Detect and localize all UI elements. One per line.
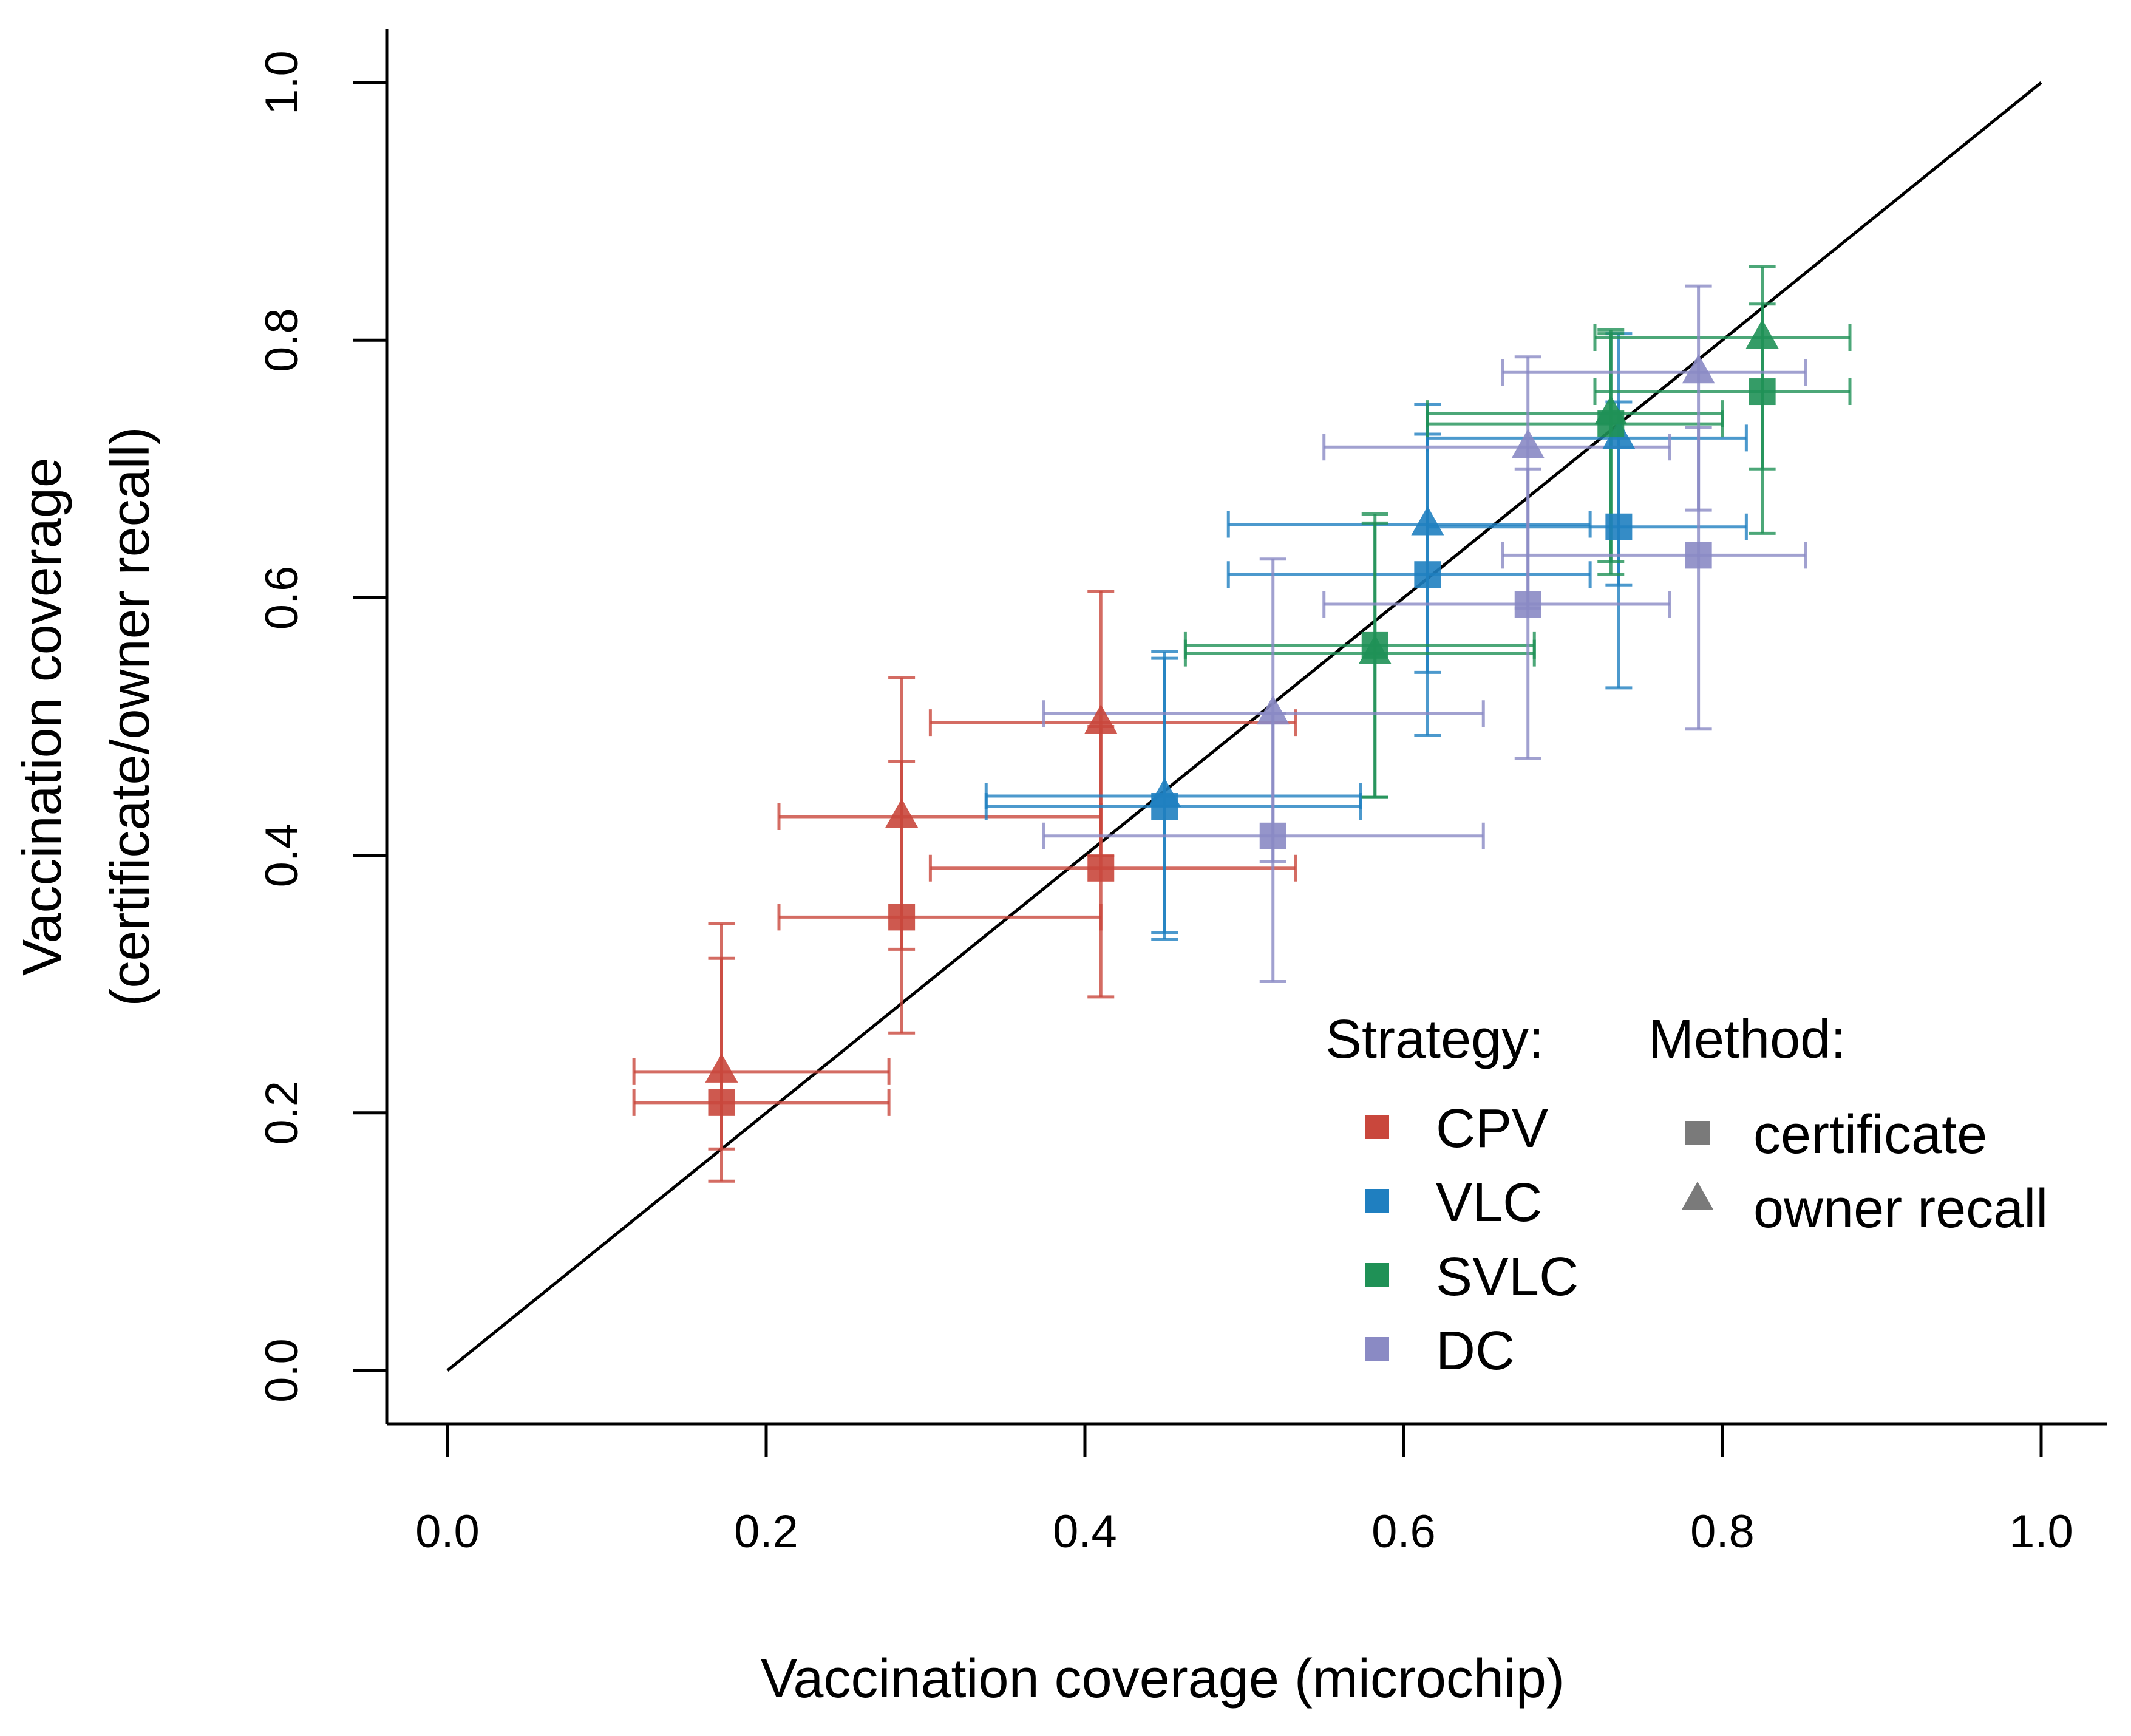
legend-method-title: Method: [1648,1009,1846,1070]
error-bar-dc-23 [1501,284,1807,512]
x-tick-label: 0.0 [415,1506,480,1557]
y-tick-label: 0.8 [256,308,308,372]
y-axis-title-line-2: (certificate/owner recall) [100,426,161,1006]
error-bar-svlc-17 [1593,265,1852,471]
x-tick-label: 0.2 [734,1506,798,1557]
legend-swatch-dc [1365,1337,1389,1361]
marker-cpv-certificate-0 [708,1089,735,1116]
legend-label-dc: DC [1436,1321,1515,1381]
legend-label-certificate: certificate [1753,1105,1987,1165]
legend-swatch-svlc [1365,1263,1389,1287]
error-bar-cpv-1 [632,922,891,1183]
marker-vlc-owner-recall-7 [1148,778,1181,808]
marker-dc-certificate-18 [1259,822,1286,849]
identity-reference-line [446,81,2042,1372]
marker-dc-owner-recall-19 [1256,695,1290,725]
marker-cpv-certificate-4 [1087,854,1115,882]
legend-label-cpv: CPV [1436,1098,1548,1159]
x-axis-title: Vaccination coverage (microchip) [761,1649,1565,1709]
x-tick-label: 0.4 [1053,1506,1117,1557]
legend-swatch-cpv [1365,1115,1389,1139]
legend-swatch-owner-recall [1682,1182,1713,1210]
y-tick-label: 0.0 [256,1338,308,1403]
marker-dc-owner-recall-23 [1682,354,1715,384]
marker-cpv-owner-recall-1 [705,1053,738,1083]
legend-label-owner-recall: owner recall [1753,1179,2048,1239]
legend-label-vlc: VLC [1436,1173,1542,1233]
y-tick-label: 0.4 [256,823,308,888]
y-tick-label: 0.6 [256,566,308,630]
data-markers [705,319,1779,1116]
marker-svlc-owner-recall-17 [1745,319,1779,349]
legend-strategy-title: Strategy: [1325,1009,1544,1070]
marker-cpv-owner-recall-5 [1084,704,1118,734]
y-tick-label: 1.0 [256,50,308,115]
marker-dc-owner-recall-21 [1511,429,1545,458]
y-tick-label: 0.2 [256,1081,308,1145]
marker-dc-certificate-22 [1685,542,1712,569]
marker-vlc-owner-recall-9 [1411,506,1444,536]
marker-svlc-owner-recall-15 [1594,395,1628,425]
marker-vlc-certificate-8 [1414,561,1441,588]
x-tick-label: 1.0 [2009,1506,2073,1557]
legend-swatch-vlc [1365,1189,1389,1213]
legend-swatch-certificate [1685,1121,1710,1145]
marker-cpv-owner-recall-3 [885,798,919,828]
marker-cpv-certificate-2 [888,904,916,931]
marker-svlc-certificate-16 [1749,378,1776,406]
y-ticks: 0.0 0.2 0.4 0.6 0.8 1.0 [256,50,387,1403]
y-axis-title-line-1: Vaccination coverage [12,457,73,976]
x-tick-label: 0.8 [1690,1506,1755,1557]
axes [385,29,2107,1426]
x-ticks: 0.0 0.2 0.4 0.6 0.8 1.0 [415,1424,2073,1557]
marker-vlc-certificate-10 [1605,513,1633,540]
marker-svlc-owner-recall-13 [1358,635,1392,664]
legend-label-svlc: SVLC [1436,1247,1579,1307]
x-tick-label: 0.6 [1371,1506,1436,1557]
legend: Strategy: Method: CPV VLC SVLC DC certif… [1325,1009,2048,1381]
marker-dc-certificate-20 [1514,591,1541,618]
